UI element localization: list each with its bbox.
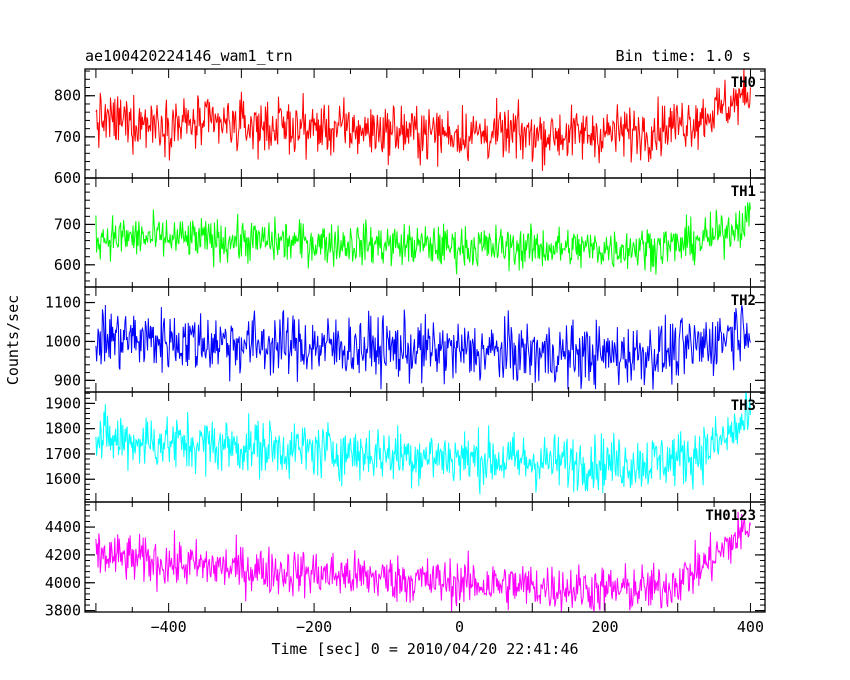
chart-title-right: Bin time: 1.0 s xyxy=(616,47,751,65)
x-axis: −400 −200 0 200 400 xyxy=(151,618,764,636)
y-tick-label: 4400 xyxy=(45,518,81,536)
panel-th3: 1600 1700 1800 1900 TH3 xyxy=(45,391,766,503)
panel-th0: 600 700 800 TH0 xyxy=(54,68,766,187)
y-tick-label: 1000 xyxy=(45,332,81,350)
y-tick-label: 700 xyxy=(54,128,81,146)
panel-th1: 600 700 TH1 xyxy=(54,177,766,288)
series-th3 xyxy=(95,392,751,495)
panel-frame xyxy=(84,501,766,613)
x-tick-label: −200 xyxy=(296,618,332,636)
series-th0123 xyxy=(95,511,751,612)
y-tick-label: 1800 xyxy=(45,420,81,438)
panel-th0123: 3800 4000 4200 4400 TH0123 xyxy=(45,501,766,620)
series-th0 xyxy=(95,69,751,171)
y-tick-label: 1600 xyxy=(45,470,81,488)
y-tick-label: 4000 xyxy=(45,574,81,592)
y-tick-label: 600 xyxy=(54,256,81,274)
panel-label: TH1 xyxy=(731,184,756,200)
x-tick-label: 200 xyxy=(591,618,618,636)
panel-th2: 900 1000 1100 TH2 xyxy=(45,286,766,393)
chart-title-left: ae100420224146_wam1_trn xyxy=(85,47,293,65)
series-th1 xyxy=(95,202,751,275)
y-tick-label: 600 xyxy=(54,169,81,187)
x-axis-label: Time [sec] 0 = 2010/04/20 22:41:46 xyxy=(271,640,578,658)
y-tick-label: 1700 xyxy=(45,445,81,463)
panel-label: TH2 xyxy=(731,293,756,309)
x-tick-label: 400 xyxy=(737,618,764,636)
panel-label: TH3 xyxy=(731,398,756,414)
x-tick-label: −400 xyxy=(151,618,187,636)
y-tick-label: 4200 xyxy=(45,546,81,564)
y-tick-label: 700 xyxy=(54,215,81,233)
y-tick-label: 900 xyxy=(54,371,81,389)
y-axis-label: Counts/sec xyxy=(4,295,22,385)
y-tick-label: 3800 xyxy=(45,602,81,620)
panel-label: TH0 xyxy=(731,75,756,91)
x-tick-label: 0 xyxy=(455,618,464,636)
y-tick-label: 800 xyxy=(54,87,81,105)
y-tick-label: 1900 xyxy=(45,394,81,412)
panel-label: TH0123 xyxy=(705,508,756,524)
y-tick-label: 1100 xyxy=(45,294,81,312)
series-th2 xyxy=(95,304,751,390)
